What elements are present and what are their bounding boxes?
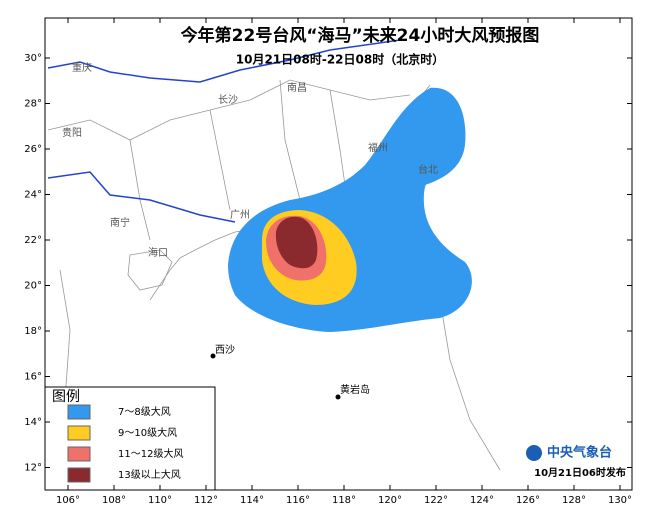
rivers: [47, 39, 401, 223]
lon-tick-label: 120°: [378, 495, 402, 506]
lat-tick-label: 12°: [24, 463, 42, 474]
lon-tick-label: 130°: [608, 495, 632, 506]
lat-tick-label: 22°: [24, 235, 42, 246]
lat-tick-label: 18°: [24, 326, 42, 337]
place-dot: [335, 394, 341, 400]
legend-swatch: [67, 446, 91, 462]
legend-label: 11～12级大风: [118, 447, 183, 460]
legend-swatch: [67, 425, 91, 441]
legend-swatch: [67, 467, 91, 483]
legend-swatch: [67, 404, 91, 420]
lon-tick-label: 110°: [148, 495, 172, 506]
river: [47, 39, 401, 83]
zone-13-plus: [275, 216, 318, 269]
lat-tick-label: 24°: [24, 190, 42, 201]
place-label: 南昌: [287, 81, 307, 94]
lon-tick-label: 116°: [286, 495, 310, 506]
place-label: 台北: [418, 163, 438, 176]
coastline: [59, 269, 501, 471]
lat-tick-label: 20°: [24, 281, 42, 292]
legend-label: 9～10级大风: [118, 426, 177, 439]
lon-tick-label: 118°: [332, 495, 356, 506]
river: [47, 171, 236, 223]
province-border: [129, 79, 346, 241]
agency-name: 中央气象台: [547, 445, 612, 461]
lon-tick-label: 124°: [470, 495, 494, 506]
map-title: 今年第22号台风“海马”未来24小时大风预报图: [181, 25, 540, 46]
place-label: 福州: [368, 141, 388, 154]
lon-tick-label: 106°: [56, 495, 80, 506]
place-label: 重庆: [72, 61, 92, 74]
place-label: 长沙: [218, 94, 238, 106]
legend-label: 13级以上大风: [118, 468, 181, 481]
place-dot: [210, 353, 216, 359]
lat-tick-label: 16°: [24, 372, 42, 383]
map-subtitle: 10月21日08时-22日08时（北京时）: [236, 52, 444, 67]
legend-label: 7～8级大风: [118, 405, 171, 418]
lon-tick-label: 128°: [562, 495, 586, 506]
lat-tick-label: 14°: [24, 417, 42, 428]
place-label: 贵阳: [62, 126, 82, 139]
province-border: [47, 79, 411, 141]
place-label: 黄岩岛: [340, 383, 370, 396]
lon-tick-label: 126°: [516, 495, 540, 506]
issue-time: 10月21日06时发布: [534, 466, 626, 479]
agency-logo: [526, 445, 542, 461]
place-label: 广州: [230, 209, 250, 221]
lat-tick-label: 30°: [24, 53, 42, 64]
legend-title: 图例: [52, 389, 80, 405]
wind-zones: [228, 87, 472, 332]
lon-tick-label: 112°: [194, 495, 218, 506]
place-label: 南宁: [110, 216, 130, 229]
lon-tick-label: 108°: [102, 495, 126, 506]
lat-tick-label: 26°: [24, 144, 42, 155]
place-label: 西沙: [215, 344, 235, 356]
place-label: 海口: [148, 246, 168, 259]
lon-tick-label: 114°: [240, 495, 264, 506]
hainan: [127, 249, 173, 291]
lat-tick-label: 28°: [24, 99, 42, 110]
lon-tick-label: 122°: [424, 495, 448, 506]
